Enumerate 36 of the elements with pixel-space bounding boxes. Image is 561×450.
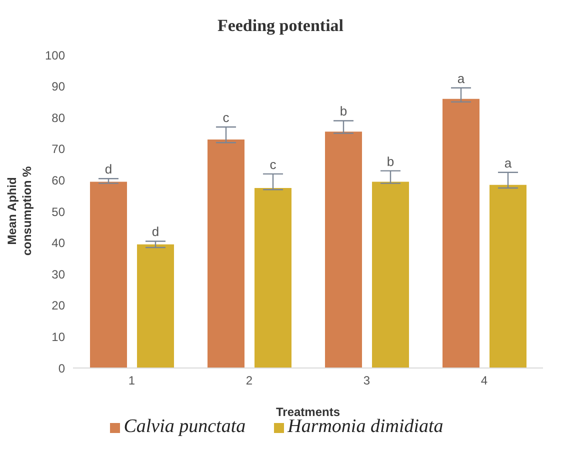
bar — [372, 182, 409, 368]
bar — [90, 182, 127, 368]
x-axis-title: Treatments — [276, 405, 340, 419]
y-tick-label: 70 — [52, 142, 66, 156]
y-tick-label: 100 — [44, 48, 66, 62]
bar — [325, 132, 362, 368]
bar — [442, 98, 480, 368]
data-label: d — [104, 162, 112, 177]
y-tick-label: 0 — [58, 361, 66, 376]
y-tick-label: 30 — [52, 267, 66, 282]
bar — [490, 184, 526, 368]
legend-label: Calvia punctata — [124, 416, 246, 437]
y-tick-label: 90 — [52, 80, 66, 94]
y-tick-label: 10 — [52, 330, 66, 344]
x-tick-label: 2 — [246, 374, 253, 388]
data-label: c — [270, 156, 277, 172]
data-label: c — [222, 110, 230, 125]
bar — [137, 244, 174, 368]
x-tick-label: 1 — [128, 374, 136, 388]
y-tick-label: 60 — [52, 173, 66, 188]
data-label: b — [386, 154, 394, 169]
y-tick-label: 40 — [52, 236, 66, 250]
y-tick-label: 50 — [52, 204, 66, 219]
bar — [208, 140, 244, 368]
y-axis-title: Mean Aphid consumption % — [5, 164, 35, 258]
data-label: a — [457, 70, 466, 86]
y-tick-label: 80 — [52, 110, 66, 125]
data-label: b — [340, 104, 348, 119]
x-tick-label: 3 — [363, 374, 370, 388]
data-label: d — [152, 224, 160, 240]
data-label: a — [504, 155, 512, 170]
y-tick-label: 20 — [52, 298, 66, 313]
bar — [254, 188, 292, 368]
x-tick-label: 4 — [480, 374, 488, 388]
legend-label: Harmonia dimidiata — [288, 416, 444, 437]
chart-title: Feeding potential — [216, 16, 345, 36]
